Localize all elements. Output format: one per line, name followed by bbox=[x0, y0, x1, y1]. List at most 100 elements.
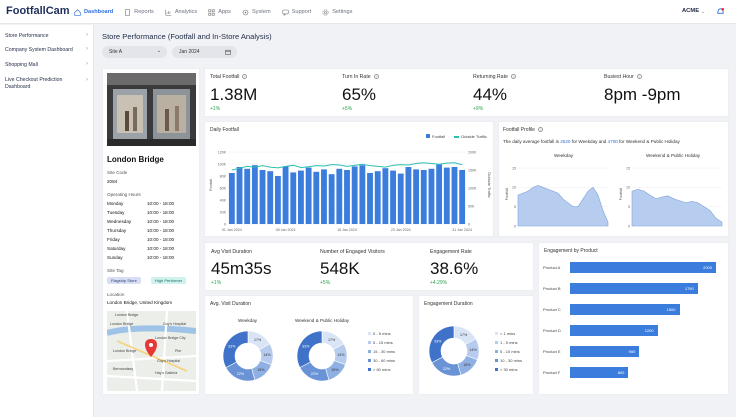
footfall-bar bbox=[428, 168, 435, 224]
footfall-bar bbox=[367, 173, 373, 224]
donut-slice bbox=[296, 330, 323, 368]
kpi-delta: +1% bbox=[211, 280, 222, 286]
y-tick-label: 0 bbox=[514, 224, 516, 228]
footfall-bar bbox=[282, 166, 289, 224]
chevron-right-icon[interactable]: › bbox=[86, 61, 88, 67]
location-label: Location bbox=[107, 292, 125, 297]
kpi-value: 1.38M bbox=[210, 85, 258, 104]
outside-traffic-line bbox=[231, 162, 463, 171]
date-filter[interactable]: Jan 2024 bbox=[172, 46, 237, 58]
product-bar bbox=[570, 262, 716, 273]
site-filter[interactable]: Site A ⌄ bbox=[102, 46, 167, 58]
map-label: Pier bbox=[175, 349, 182, 353]
donut-label: 14% bbox=[263, 353, 271, 357]
info-icon[interactable]: i bbox=[636, 74, 642, 80]
kpi-label: Total Footfall i bbox=[210, 74, 248, 80]
nav-label: Settings bbox=[332, 9, 353, 15]
hours-time: 10:00 - 18:00 bbox=[147, 210, 175, 215]
info-icon[interactable]: i bbox=[537, 127, 543, 133]
chevron-down-icon[interactable]: ⌄ bbox=[701, 9, 706, 15]
footfall-bar bbox=[390, 170, 396, 224]
info-icon[interactable]: i bbox=[373, 74, 379, 80]
store-name: London Bridge bbox=[107, 155, 164, 164]
donut-slice bbox=[428, 325, 455, 363]
y-tick-label: 0 bbox=[224, 222, 226, 226]
kpi-label: Returning Rate i bbox=[473, 74, 516, 80]
footfall-bar bbox=[259, 170, 266, 224]
footfall-bar bbox=[443, 167, 450, 224]
donut-label: 14% bbox=[337, 353, 345, 357]
nav-dashboard[interactable]: Dashboard bbox=[74, 8, 113, 16]
nav-label: Analytics bbox=[174, 9, 198, 15]
map-label: Guy's Hospital bbox=[163, 322, 187, 326]
location-value: London Bridge, United Kingdom bbox=[107, 300, 173, 305]
product-value: 1500 bbox=[666, 307, 676, 312]
footfall-bar bbox=[267, 171, 274, 224]
site-filter-value: Site A bbox=[109, 49, 123, 55]
nav-reports[interactable]: Reports bbox=[124, 8, 154, 16]
footfall-bar bbox=[313, 171, 320, 224]
product-bar bbox=[570, 367, 629, 378]
chart-icon bbox=[165, 9, 172, 16]
kpi-value: 38.6% bbox=[430, 259, 479, 278]
y-tick-label: 40K bbox=[220, 198, 227, 202]
home-icon bbox=[74, 8, 81, 16]
nav-analytics[interactable]: Analytics bbox=[165, 9, 197, 16]
product-label: Product C bbox=[543, 307, 561, 312]
product-bar bbox=[570, 325, 658, 336]
map-label: Hay's Galleria bbox=[155, 371, 178, 375]
hours-day: Tuesday bbox=[107, 210, 125, 215]
app-logo[interactable]: FootfallCam bbox=[6, 5, 70, 17]
chevron-right-icon[interactable]: › bbox=[86, 77, 88, 83]
nav-label: Reports bbox=[134, 9, 154, 15]
nav-label: Support bbox=[291, 9, 312, 15]
donut-slice bbox=[222, 330, 249, 368]
hours-label: Operating Hours bbox=[107, 192, 141, 197]
y-tick-label: 10 bbox=[626, 186, 630, 190]
footfall-bar bbox=[413, 169, 420, 224]
footfall-bar bbox=[397, 173, 404, 224]
kpi2-card bbox=[204, 242, 534, 291]
kpi-delta: +5% bbox=[320, 280, 331, 286]
sidebar-item-live-checkout[interactable]: Live Checkout Prediction Dashboard bbox=[5, 77, 63, 90]
sidebar-item-shopping-mall[interactable]: Shopping Mall bbox=[5, 62, 38, 68]
info-icon[interactable]: i bbox=[510, 74, 516, 80]
chevron-right-icon[interactable]: › bbox=[86, 46, 88, 52]
legend-item: 1 - 5 mins bbox=[495, 340, 518, 345]
y-tick-label: 120K bbox=[218, 150, 227, 154]
legend-outside-traffic: Outside Traffic bbox=[454, 134, 487, 139]
y-tick-label: 60K bbox=[220, 186, 227, 190]
hours-time: 10:00 - 18:00 bbox=[147, 237, 175, 242]
nav-settings[interactable]: Settings bbox=[322, 8, 353, 16]
map-graphic bbox=[107, 311, 196, 391]
y2-tick-label: 200K bbox=[468, 150, 477, 154]
sidebar-item-store-performance[interactable]: Store Performance bbox=[5, 33, 49, 39]
chevron-right-icon[interactable]: › bbox=[86, 32, 88, 38]
y2-tick-label: 100K bbox=[468, 186, 477, 190]
weekend-profile-title: Weekend & Public Holiday bbox=[646, 153, 701, 158]
info-icon[interactable]: i bbox=[242, 74, 248, 80]
legend-footfall: Footfall bbox=[426, 134, 445, 139]
account-name[interactable]: ACME bbox=[682, 8, 700, 14]
footfall-bar bbox=[251, 165, 258, 224]
footfall-profile-desc: The daily average footfall is 2520 for W… bbox=[503, 139, 680, 144]
bell-icon[interactable] bbox=[716, 7, 725, 16]
y2-tick-label: 150K bbox=[468, 168, 477, 172]
product-value: 800 bbox=[617, 370, 625, 375]
product-label: Product A bbox=[543, 265, 561, 270]
nav-label: Apps bbox=[218, 9, 231, 15]
weekend-donut-title: Weekend & Public Holiday bbox=[295, 318, 350, 323]
kpi-label: Number of Engaged Visitors bbox=[320, 249, 385, 255]
weekend-area bbox=[631, 188, 723, 227]
footfall-bar bbox=[420, 170, 427, 224]
store-photo bbox=[107, 73, 196, 146]
nav-system[interactable]: System bbox=[242, 9, 271, 16]
gear-icon bbox=[242, 9, 249, 15]
footfall-profile-charts: Footfall Footfall 0 5 10 15 0 5 10 15 bbox=[505, 166, 723, 228]
nav-apps[interactable]: Apps bbox=[208, 8, 231, 16]
donut-label: 33% bbox=[434, 339, 442, 343]
settings-icon bbox=[322, 8, 329, 16]
location-map[interactable]: London Bridge London Bridge Guy's Hospit… bbox=[107, 311, 196, 391]
sidebar-item-company-system[interactable]: Company System Dashboard bbox=[5, 47, 73, 53]
nav-support[interactable]: Support bbox=[281, 9, 312, 16]
